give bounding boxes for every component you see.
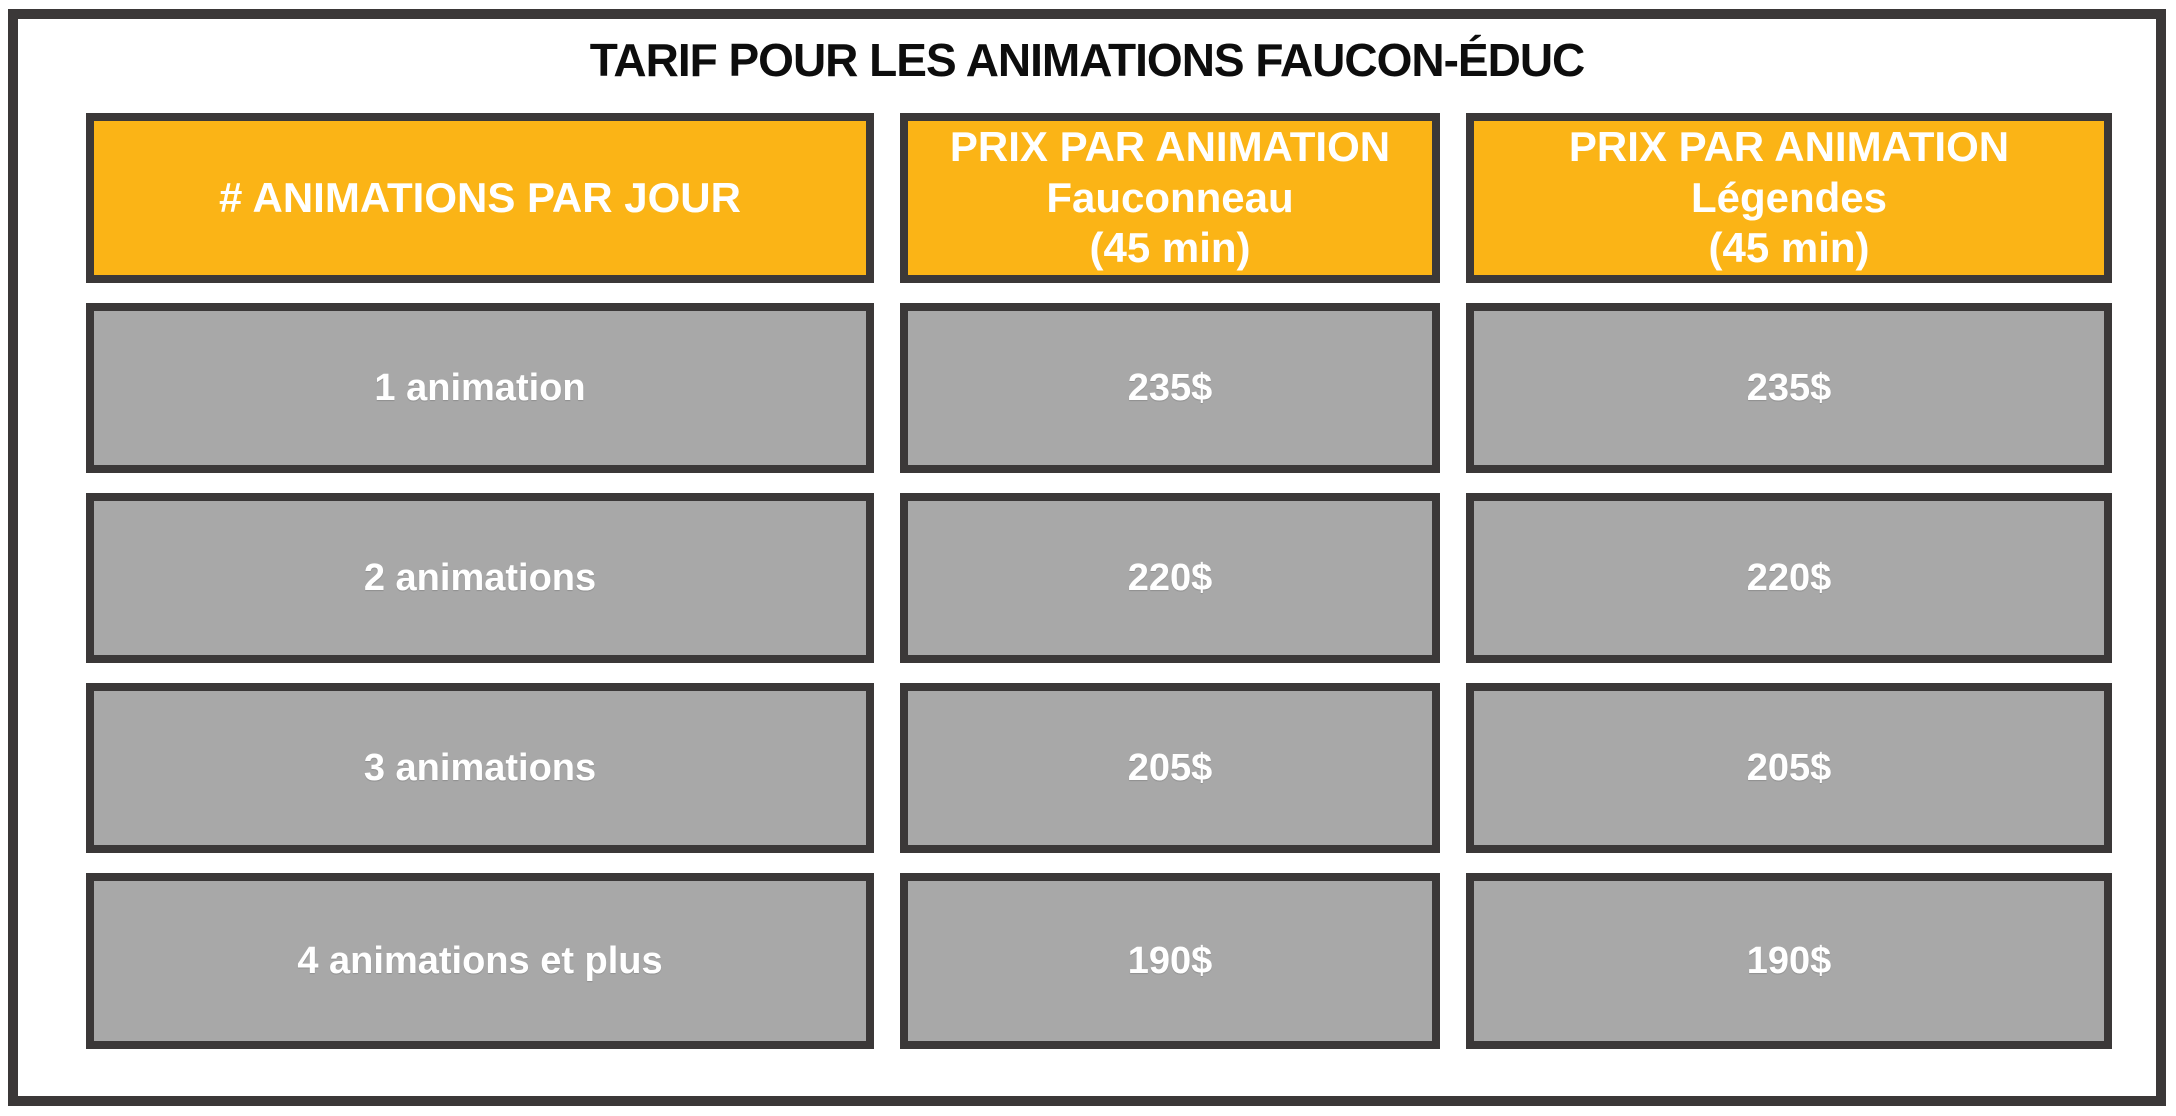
price-cell-legendes: 235$ [1466, 303, 2112, 473]
header-cell-price-fauconneau: PRIX PAR ANIMATION Fauconneau (45 min) [900, 113, 1440, 283]
row-label: 4 animations et plus [297, 939, 663, 982]
row-label: 2 animations [363, 556, 597, 599]
price-value: 205$ [1127, 746, 1213, 789]
price-cell-fauconneau: 205$ [900, 683, 1440, 853]
row-label-cell: 3 animations [86, 683, 874, 853]
price-value: 235$ [1746, 366, 1832, 409]
price-cell-legendes: 190$ [1466, 873, 2112, 1049]
price-cell-legendes: 220$ [1466, 493, 2112, 663]
row-label-cell: 4 animations et plus [86, 873, 874, 1049]
page-title: TARIF POUR LES ANIMATIONS FAUCON-ÉDUC [589, 34, 1586, 86]
price-cell-legendes: 205$ [1466, 683, 2112, 853]
price-value: 205$ [1746, 746, 1832, 789]
header-label-line: (45 min) [1708, 224, 1870, 272]
row-label-cell: 1 animation [86, 303, 874, 473]
header-label-line: PRIX PAR ANIMATION [949, 123, 1391, 171]
price-cell-fauconneau: 220$ [900, 493, 1440, 663]
row-label: 3 animations [363, 746, 597, 789]
price-cell-fauconneau: 190$ [900, 873, 1440, 1049]
header-cell-animations-per-day: # ANIMATIONS PAR JOUR [86, 113, 874, 283]
header-label: # ANIMATIONS PAR JOUR [219, 173, 741, 221]
document-outer-frame: TARIF POUR LES ANIMATIONS FAUCON-ÉDUC # … [8, 9, 2166, 1106]
price-value: 190$ [1127, 939, 1213, 982]
price-value: 220$ [1746, 556, 1832, 599]
row-label-cell: 2 animations [86, 493, 874, 663]
price-value: 190$ [1746, 939, 1832, 982]
row-label: 1 animation [374, 366, 586, 409]
header-label-line: Fauconneau [1046, 173, 1294, 221]
price-value: 220$ [1127, 556, 1213, 599]
header-label-line: (45 min) [1089, 224, 1251, 272]
header-label-line: PRIX PAR ANIMATION [1568, 123, 2010, 171]
header-label-line: Légendes [1690, 173, 1888, 221]
pricing-table: # ANIMATIONS PAR JOUR PRIX PAR ANIMATION… [86, 113, 2112, 1049]
header-cell-price-legendes: PRIX PAR ANIMATION Légendes (45 min) [1466, 113, 2112, 283]
price-value: 235$ [1127, 366, 1213, 409]
price-cell-fauconneau: 235$ [900, 303, 1440, 473]
